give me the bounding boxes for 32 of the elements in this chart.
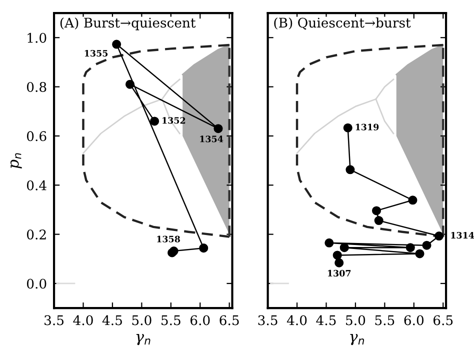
x-axis-title: γ$_{n}$ <box>136 334 150 346</box>
x-tick-label: 6.0 <box>404 315 424 326</box>
annotation: 1352 <box>162 117 186 124</box>
x-tick-label: 5.5 <box>375 315 394 326</box>
y-tick-label: 0.0 <box>26 278 46 289</box>
y-tick-label: 0.4 <box>26 180 46 190</box>
x-tick-label: 4.5 <box>102 315 122 326</box>
x-tick-label: 3.5 <box>44 315 64 326</box>
y-tick-label: 0.2 <box>26 230 46 240</box>
y-tick-label: 0.8 <box>26 82 46 92</box>
chart-title: (A) Burst→quiescent <box>60 17 196 30</box>
x-tick-label: 5.0 <box>346 315 366 326</box>
x-tick-label: 4.0 <box>73 315 93 326</box>
x-tick-label: 5.5 <box>162 315 180 326</box>
annotation: 1358 <box>157 236 180 242</box>
annotation: 1355 <box>84 50 108 57</box>
x-tick-label: 6.5 <box>220 315 239 326</box>
y-axis-title: p$_{n}$ <box>10 153 22 169</box>
x-tick-label: 4.0 <box>286 315 307 326</box>
x-tick-label: 3.5 <box>258 315 278 326</box>
annotation: 1319 <box>356 124 379 130</box>
x-tick-label: 6.0 <box>190 315 210 326</box>
annotation: 1307 <box>328 270 351 277</box>
x-axis-title: γ$_{n}$ <box>350 334 364 346</box>
y-tick-label: 1.0 <box>28 32 46 43</box>
chart-title: (B) Quiescent→burst <box>274 17 411 30</box>
y-tick-label: 0.6 <box>26 131 46 142</box>
x-tick-label: 6.5 <box>434 315 453 326</box>
x-tick-label: 5.0 <box>132 315 152 326</box>
annotation: 1354 <box>200 136 224 142</box>
annotation: 1314 <box>451 232 474 239</box>
x-tick-label: 4.5 <box>316 315 336 326</box>
